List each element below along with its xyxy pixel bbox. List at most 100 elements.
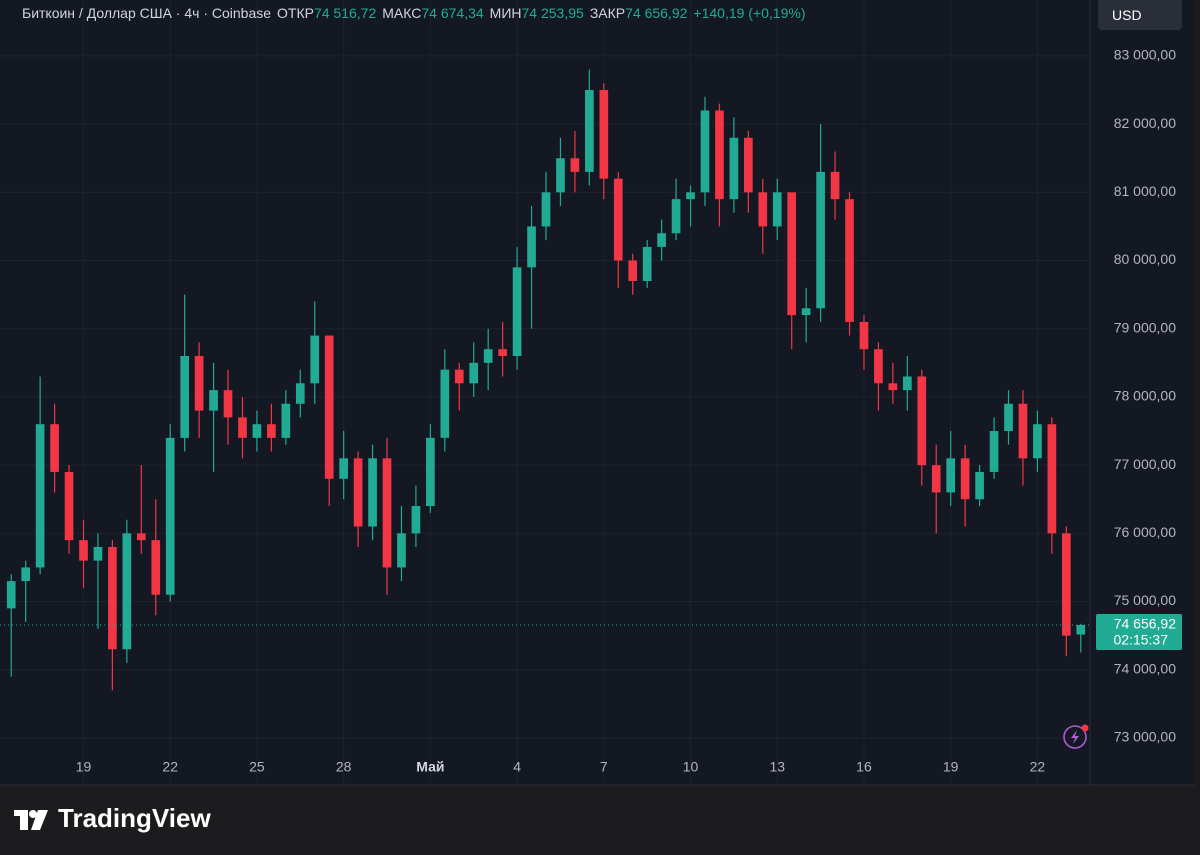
- candle-body: [917, 376, 927, 466]
- y-tick-label: 75 000,00: [1114, 592, 1176, 608]
- candle-body: [310, 335, 320, 384]
- candle-body: [165, 437, 175, 595]
- candle-body: [223, 390, 233, 418]
- candle-body: [483, 349, 493, 363]
- candle-body: [382, 458, 392, 568]
- change: +140,19 (+0,19%): [693, 5, 806, 21]
- candle-body: [960, 458, 970, 500]
- candle-body: [324, 335, 334, 479]
- candle-body: [787, 192, 797, 316]
- x-tick-label: 25: [249, 759, 265, 775]
- candle-body: [570, 158, 580, 172]
- candle-body: [613, 178, 623, 261]
- candle-body: [657, 233, 666, 247]
- candle-body: [281, 403, 291, 438]
- candles: [0, 69, 1090, 691]
- candle-body: [715, 110, 724, 200]
- legend-header: Биткоин / Доллар США · 4ч · Coinbase ОТК…: [22, 5, 806, 21]
- candle-body: [194, 356, 204, 411]
- candle-body: [527, 226, 536, 268]
- axis-labels: 73 000,00 74 000,00 75 000,00 76 000,00 77 0…: [76, 47, 1182, 775]
- candle-body: [6, 581, 16, 609]
- candle-body: [454, 369, 464, 384]
- candle-body: [238, 417, 247, 438]
- candle-body: [1061, 533, 1071, 636]
- candle-body: [368, 458, 377, 527]
- candle-body: [758, 192, 768, 227]
- candle-body: [21, 567, 31, 582]
- candle-body: [252, 424, 262, 438]
- field-value: 74 674,34: [421, 5, 484, 21]
- alert-icon: [1063, 724, 1089, 749]
- candle-body: [498, 349, 507, 357]
- candle-body: [136, 533, 146, 541]
- field-label: ОТКР: [277, 5, 314, 21]
- candle-body: [686, 192, 695, 200]
- y-tick-label: 79 000,00: [1114, 319, 1176, 335]
- candle-body: [729, 137, 739, 200]
- candle-body: [512, 267, 522, 357]
- field-value: 74 516,72: [313, 5, 377, 21]
- y-tick-label: 83 000,00: [1114, 47, 1176, 63]
- y-tick-label: 80 000,00: [1114, 251, 1176, 267]
- y-tick-label: 76 000,00: [1114, 524, 1176, 540]
- candle-body: [122, 533, 132, 650]
- field-label: МИН: [489, 5, 522, 21]
- candle-body: [1018, 403, 1028, 459]
- field: ОТКР 74 516,72: [277, 5, 376, 21]
- price-tag-label: 74 656,92: [1114, 616, 1176, 632]
- field-label: ЗАКР: [589, 5, 626, 21]
- candle-body: [397, 533, 406, 568]
- candle-body: [859, 321, 869, 350]
- candle-body: [93, 546, 103, 561]
- field: МАКС 74 674,34: [382, 5, 483, 21]
- x-tick-label: 22: [1030, 759, 1046, 775]
- candle-body: [830, 171, 840, 200]
- x-tick-label: 28: [336, 759, 352, 775]
- candle-body: [411, 506, 421, 534]
- price-tag-countdown: 02:15:37: [1114, 632, 1169, 648]
- x-tick-label: 10: [683, 759, 699, 775]
- y-tick-label: 81 000,00: [1114, 183, 1176, 199]
- candle-body: [35, 424, 45, 568]
- candle-body: [744, 137, 753, 193]
- candle-body: [902, 376, 912, 391]
- candle-body: [628, 260, 638, 281]
- candle-body: [556, 158, 565, 193]
- candle-body: [151, 540, 161, 595]
- tradingview-logo: [14, 810, 48, 830]
- candle-body: [585, 90, 594, 172]
- candle-body: [1047, 424, 1057, 534]
- candle-body: [975, 471, 984, 500]
- field-value: 74 253,95: [521, 5, 584, 21]
- candle-body: [931, 465, 941, 493]
- candle-body: [772, 192, 782, 227]
- candle-body: [469, 362, 479, 384]
- candle-body: [267, 424, 276, 438]
- candle-body: [79, 540, 88, 561]
- candle-body: [1076, 624, 1086, 635]
- candle-body: [845, 199, 854, 322]
- currency-button[interactable]: USD: [1098, 0, 1182, 30]
- candle-body: [339, 458, 348, 479]
- candle-body: [108, 546, 117, 650]
- candle-body: [642, 246, 652, 281]
- brand-name: TradingView: [58, 803, 211, 833]
- x-tick-label: 4: [513, 759, 521, 775]
- y-tick-label: 74 000,00: [1114, 660, 1176, 676]
- y-tick-label: 82 000,00: [1114, 115, 1176, 131]
- candle-body: [50, 424, 59, 472]
- candle-body: [599, 90, 609, 179]
- x-tick-label: 19: [76, 759, 92, 775]
- candle-body: [946, 458, 956, 493]
- candle-body: [209, 390, 218, 411]
- x-tick-label: 16: [856, 759, 872, 775]
- y-tick-label: 73 000,00: [1114, 729, 1176, 745]
- y-tick-label: 77 000,00: [1114, 456, 1176, 472]
- candle-body: [1033, 424, 1042, 459]
- price-tag: [1096, 613, 1182, 650]
- candle-body: [989, 431, 999, 472]
- x-tick-label: 22: [162, 759, 178, 775]
- candle-body: [801, 308, 811, 316]
